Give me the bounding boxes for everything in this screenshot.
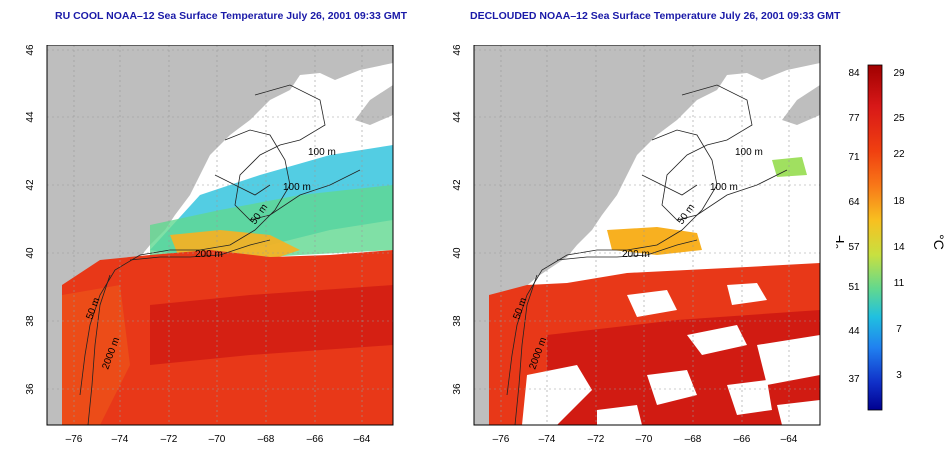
svg-text:–76: –76 [493, 434, 510, 445]
svg-text:–66: –66 [307, 434, 324, 445]
right-map-title: DECLOUDED NOAA–12 Sea Surface Temperatur… [470, 10, 841, 22]
latitude-axis: 46 44 42 40 38 36 [25, 45, 36, 395]
longitude-axis: –76 –74 –72 –70 –68 –66 –64 [493, 434, 798, 445]
temperature-colorbar: 84 77 71 64 57 51 44 37 29 25 22 18 14 1… [836, 64, 946, 411]
svg-text:–74: –74 [112, 434, 129, 445]
svg-text:7: 7 [896, 324, 902, 335]
svg-text:36: 36 [452, 383, 463, 395]
svg-text:–72: –72 [161, 434, 178, 445]
svg-text:18: 18 [893, 196, 905, 207]
svg-text:44: 44 [25, 111, 36, 123]
contour-label: 100 m [710, 182, 738, 193]
svg-text:–68: –68 [685, 434, 702, 445]
svg-text:64: 64 [848, 197, 860, 208]
svg-text:38: 38 [25, 315, 36, 327]
contour-label: 100 m [735, 147, 763, 158]
nova-scotia [782, 85, 820, 125]
svg-text:14: 14 [893, 242, 905, 253]
svg-text:42: 42 [452, 179, 463, 191]
svg-text:–64: –64 [354, 434, 371, 445]
svg-text:42: 42 [25, 179, 36, 191]
svg-text:38: 38 [452, 315, 463, 327]
map-frame [473, 45, 821, 426]
contour-label: 100 m [308, 147, 336, 158]
colorbar-gradient [867, 64, 883, 411]
sst-shelf-water [62, 285, 130, 425]
svg-text:46: 46 [25, 45, 36, 56]
svg-text:84: 84 [848, 68, 860, 79]
svg-text:–74: –74 [539, 434, 556, 445]
svg-text:–72: –72 [588, 434, 605, 445]
svg-text:25: 25 [893, 113, 905, 124]
svg-text:44: 44 [452, 111, 463, 123]
svg-text:40: 40 [25, 247, 36, 259]
svg-text:51: 51 [848, 282, 860, 293]
right-sst-map: 100 m 100 m 50 m 200 m 50 m 2000 m –76 –… [452, 45, 821, 445]
svg-text:–70: –70 [636, 434, 653, 445]
graticule [47, 45, 393, 425]
left-map-title: RU COOL NOAA–12 Sea Surface Temperature … [55, 10, 408, 22]
contour-label: 200 m [195, 249, 223, 260]
svg-text:29: 29 [893, 68, 905, 79]
longitude-axis: –76 –74 –72 –70 –68 –66 –64 [66, 434, 371, 445]
celsius-ticks: 29 25 22 18 14 11 7 3 [893, 68, 905, 381]
svg-text:–70: –70 [209, 434, 226, 445]
latitude-axis: 46 44 42 40 38 36 [452, 45, 463, 395]
svg-text:3: 3 [896, 370, 902, 381]
svg-text:36: 36 [25, 383, 36, 395]
svg-text:–68: –68 [258, 434, 275, 445]
sst-warm-patch [607, 227, 702, 255]
celsius-unit-label: °C [931, 234, 946, 250]
svg-text:–66: –66 [734, 434, 751, 445]
nova-scotia [355, 85, 393, 125]
svg-text:57: 57 [848, 242, 860, 253]
svg-text:22: 22 [893, 149, 905, 160]
left-sst-map: 100 m 100 m 50 m 200 m 50 m 2000 m –76 –… [25, 45, 394, 445]
svg-text:46: 46 [452, 45, 463, 56]
svg-text:77: 77 [848, 113, 860, 124]
sst-cool-patch [772, 157, 807, 177]
svg-text:37: 37 [848, 374, 860, 385]
fahrenheit-unit-label: °F [836, 235, 847, 249]
land-mass [47, 45, 393, 425]
bathymetry-contours [506, 84, 788, 425]
svg-text:40: 40 [452, 247, 463, 259]
bathymetry-contours [79, 84, 361, 425]
svg-text:–76: –76 [66, 434, 83, 445]
cloud-mask [522, 283, 820, 425]
contour-label: 100 m [283, 182, 311, 193]
contour-label: 200 m [622, 249, 650, 260]
map-frame [46, 45, 394, 426]
svg-text:11: 11 [894, 278, 905, 289]
fahrenheit-ticks: 84 77 71 64 57 51 44 37 [848, 68, 860, 385]
svg-text:44: 44 [848, 326, 860, 337]
sst-gulfstream [150, 285, 393, 365]
svg-text:–64: –64 [781, 434, 798, 445]
svg-text:71: 71 [848, 152, 860, 163]
land-mass [474, 45, 820, 425]
graticule [474, 45, 820, 425]
